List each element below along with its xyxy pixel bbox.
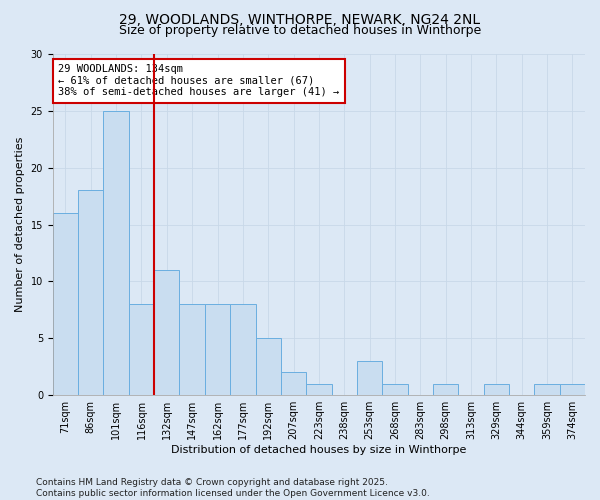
Bar [306,384,332,395]
Text: 29 WOODLANDS: 134sqm
← 61% of detached houses are smaller (67)
38% of semi-detac: 29 WOODLANDS: 134sqm ← 61% of detached h… [58,64,340,98]
Text: 29, WOODLANDS, WINTHORPE, NEWARK, NG24 2NL: 29, WOODLANDS, WINTHORPE, NEWARK, NG24 2… [119,12,481,26]
Bar [129,304,154,395]
Bar [382,384,407,395]
Bar [78,190,103,395]
Bar [484,384,509,395]
Bar [281,372,306,395]
Bar [179,304,205,395]
Bar [205,304,230,395]
Bar [357,361,382,395]
X-axis label: Distribution of detached houses by size in Winthorpe: Distribution of detached houses by size … [171,445,467,455]
Bar [53,213,78,395]
Text: Size of property relative to detached houses in Winthorpe: Size of property relative to detached ho… [119,24,481,37]
Bar [154,270,179,395]
Bar [256,338,281,395]
Bar [535,384,560,395]
Bar [433,384,458,395]
Y-axis label: Number of detached properties: Number of detached properties [15,137,25,312]
Bar [230,304,256,395]
Text: Contains HM Land Registry data © Crown copyright and database right 2025.
Contai: Contains HM Land Registry data © Crown c… [36,478,430,498]
Bar [560,384,585,395]
Bar [103,111,129,395]
